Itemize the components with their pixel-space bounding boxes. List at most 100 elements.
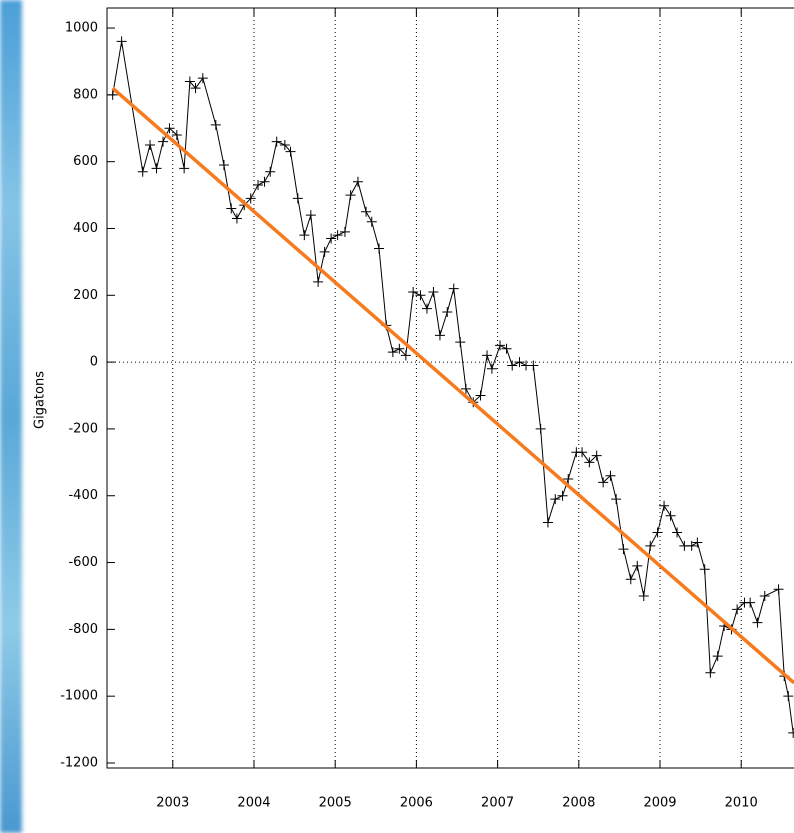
marker — [638, 590, 649, 601]
marker — [184, 76, 195, 87]
y-tick-label: -600 — [68, 555, 98, 570]
marker — [339, 226, 350, 237]
x-tick-label: 2004 — [237, 796, 270, 811]
marker — [259, 176, 270, 187]
marker — [299, 230, 310, 241]
marker — [501, 343, 512, 354]
marker — [345, 190, 356, 201]
y-tick-label: 600 — [73, 154, 98, 169]
x-tick-label: 2005 — [319, 796, 352, 811]
marker — [197, 73, 208, 84]
marker — [179, 163, 190, 174]
marker — [394, 343, 405, 354]
marker — [279, 139, 290, 150]
marker — [421, 303, 432, 314]
marker — [507, 360, 518, 371]
marker — [326, 233, 337, 244]
marker — [361, 206, 372, 217]
marker — [475, 390, 486, 401]
marker — [460, 383, 471, 394]
marker — [584, 457, 595, 468]
marker — [699, 564, 710, 575]
marker — [486, 363, 497, 374]
y-tick-label: 400 — [73, 221, 98, 236]
y-tick-label: -800 — [68, 622, 98, 637]
marker — [514, 357, 525, 368]
marker — [611, 494, 622, 505]
marker — [313, 276, 324, 287]
marker — [783, 691, 794, 702]
marker — [712, 651, 723, 662]
marker — [686, 540, 697, 551]
plot-frame — [106, 7, 794, 769]
marker — [455, 337, 466, 348]
y-tick-label: 800 — [73, 87, 98, 102]
marker — [319, 246, 330, 257]
marker — [387, 347, 398, 358]
marker — [137, 166, 148, 177]
marker — [253, 180, 264, 191]
marker — [145, 139, 156, 150]
marker — [759, 590, 770, 601]
x-tick-label: 2003 — [156, 796, 189, 811]
marker — [577, 447, 588, 458]
marker — [352, 176, 363, 187]
marker — [107, 89, 118, 100]
marker — [528, 360, 539, 371]
marker — [598, 477, 609, 488]
marker — [434, 330, 445, 341]
marker — [482, 350, 493, 361]
marker — [659, 500, 670, 511]
marker — [158, 136, 169, 147]
marker — [632, 560, 643, 571]
marker — [563, 474, 574, 485]
marker — [366, 216, 377, 227]
marker — [190, 83, 201, 94]
y-axis-label: Gigatons — [33, 371, 48, 429]
marker — [605, 470, 616, 481]
y-tick-label: -1200 — [60, 755, 98, 770]
marker — [285, 146, 296, 157]
background-strip — [0, 0, 22, 833]
marker — [428, 286, 439, 297]
marker — [218, 160, 229, 171]
marker — [374, 243, 385, 254]
marker — [448, 283, 459, 294]
marker — [542, 517, 553, 528]
marker — [625, 574, 636, 585]
trend-line — [111, 86, 794, 685]
y-tick-label: 0 — [90, 355, 98, 370]
marker — [400, 350, 411, 361]
marker — [618, 544, 629, 555]
marker — [665, 510, 676, 521]
marker — [745, 597, 756, 608]
x-tick-label: 2008 — [562, 796, 595, 811]
marker — [151, 163, 162, 174]
marker — [652, 527, 663, 538]
marker — [415, 290, 426, 301]
marker — [732, 604, 743, 615]
marker — [332, 230, 343, 241]
marker — [265, 166, 276, 177]
y-tick-label: -200 — [68, 421, 98, 436]
marker — [271, 136, 282, 147]
marker — [226, 203, 237, 214]
marker — [705, 667, 716, 678]
marker — [116, 36, 127, 47]
x-tick-label: 2007 — [481, 796, 514, 811]
x-tick-label: 2010 — [725, 796, 758, 811]
marker — [550, 494, 561, 505]
marker — [495, 340, 506, 351]
marker — [210, 119, 221, 130]
marker — [305, 210, 316, 221]
marker — [591, 450, 602, 461]
y-tick-label: -400 — [68, 488, 98, 503]
marker — [773, 584, 784, 595]
marker — [164, 123, 175, 134]
y-tick-label: -1000 — [60, 689, 98, 704]
marker — [171, 129, 182, 140]
marker — [245, 193, 256, 204]
marker — [752, 617, 763, 628]
